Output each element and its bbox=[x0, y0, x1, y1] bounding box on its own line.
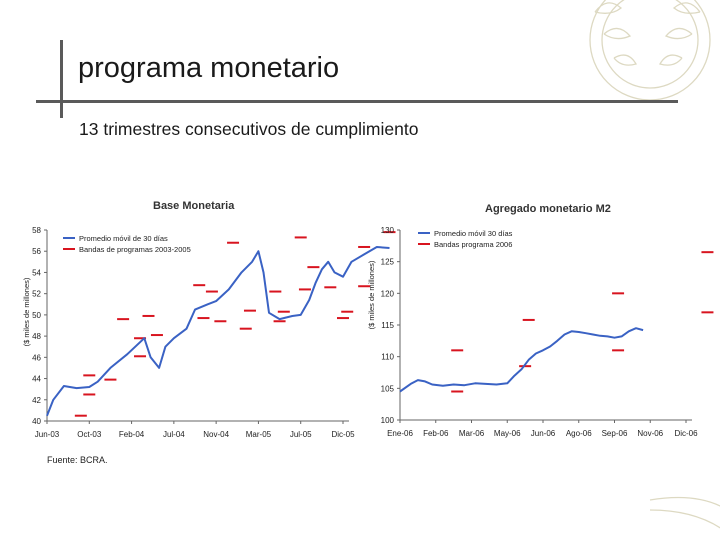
chart1-y-tick-label: 100 bbox=[381, 416, 395, 425]
chart1-y-tick-label: 125 bbox=[381, 258, 395, 267]
chart0-x-tick-label: Jul-04 bbox=[163, 430, 185, 439]
chart0-y-axis-label: ($ miles de millones) bbox=[22, 277, 31, 346]
chart0-y-tick-label: 50 bbox=[32, 311, 41, 320]
chart1-x-tick-label: Feb-06 bbox=[423, 429, 449, 438]
chart0-y-tick-label: 58 bbox=[32, 226, 41, 235]
chart1-legend-label: Promedio móvil 30 días bbox=[434, 229, 513, 238]
chart0-legend-label: Promedio móvil de 30 días bbox=[79, 234, 168, 243]
chart0-x-tick-label: Feb-04 bbox=[119, 430, 145, 439]
chart1-x-tick-label: Dic-06 bbox=[674, 429, 698, 438]
chart0-legend-label: Bandas de programas 2003-2005 bbox=[79, 245, 191, 254]
page-title: programa monetario bbox=[78, 52, 340, 84]
source-note: Fuente: BCRA. bbox=[47, 455, 108, 465]
title-accent-horizontal-bar bbox=[36, 100, 678, 103]
chart1-series-line bbox=[399, 327, 644, 393]
chart1-y-axis-label: ($ miles de millones) bbox=[367, 260, 376, 329]
chart0-series-line bbox=[46, 246, 390, 417]
chart0-x-tick-label: Jul-05 bbox=[290, 430, 312, 439]
chart1-legend-label: Bandas programa 2006 bbox=[434, 240, 512, 249]
chart1-x-tick-label: Sep-06 bbox=[602, 429, 628, 438]
chart0-x-tick-label: Oct-03 bbox=[77, 430, 102, 439]
chart1-y-tick-label: 115 bbox=[381, 321, 394, 330]
chart0-y-tick-label: 54 bbox=[32, 268, 41, 277]
chart1-x-tick-label: Ene-06 bbox=[387, 429, 413, 438]
chart0-x-tick-label: Dic-05 bbox=[331, 430, 355, 439]
chart0-y-tick-label: 40 bbox=[32, 417, 41, 426]
chart0-y-tick-label: 42 bbox=[32, 396, 41, 405]
chart1-x-tick-label: Nov-06 bbox=[637, 429, 663, 438]
chart0-y-tick-label: 44 bbox=[32, 375, 41, 384]
chart1-x-tick-label: Mar-06 bbox=[459, 429, 485, 438]
chart0-y-tick-label: 56 bbox=[32, 247, 41, 256]
chart1-y-tick-label: 130 bbox=[381, 226, 395, 235]
chart0-x-tick-label: Nov-04 bbox=[203, 430, 229, 439]
chart1-y-tick-label: 105 bbox=[381, 384, 395, 393]
chart1-x-tick-label: Jun-06 bbox=[531, 429, 556, 438]
chart0-x-tick-label: Mar-05 bbox=[246, 430, 272, 439]
chart1-x-tick-label: May-06 bbox=[494, 429, 521, 438]
title-accent-vertical-bar bbox=[60, 40, 63, 118]
chart-title-base-monetaria: Base Monetaria bbox=[153, 200, 235, 212]
chart1-x-tick-label: Ago-06 bbox=[566, 429, 592, 438]
chart1-y-tick-label: 110 bbox=[381, 353, 394, 362]
chart0-y-tick-label: 48 bbox=[32, 332, 41, 341]
chart-title-agregado-m2: Agregado monetario M2 bbox=[485, 203, 611, 215]
page-subtitle: 13 trimestres consecutivos de cumplimien… bbox=[79, 119, 419, 139]
chart1-y-tick-label: 120 bbox=[381, 289, 395, 298]
chart0-x-tick-label: Jun-03 bbox=[35, 430, 60, 439]
chart0-y-tick-label: 52 bbox=[32, 290, 41, 299]
chart0-y-tick-label: 46 bbox=[32, 353, 41, 362]
